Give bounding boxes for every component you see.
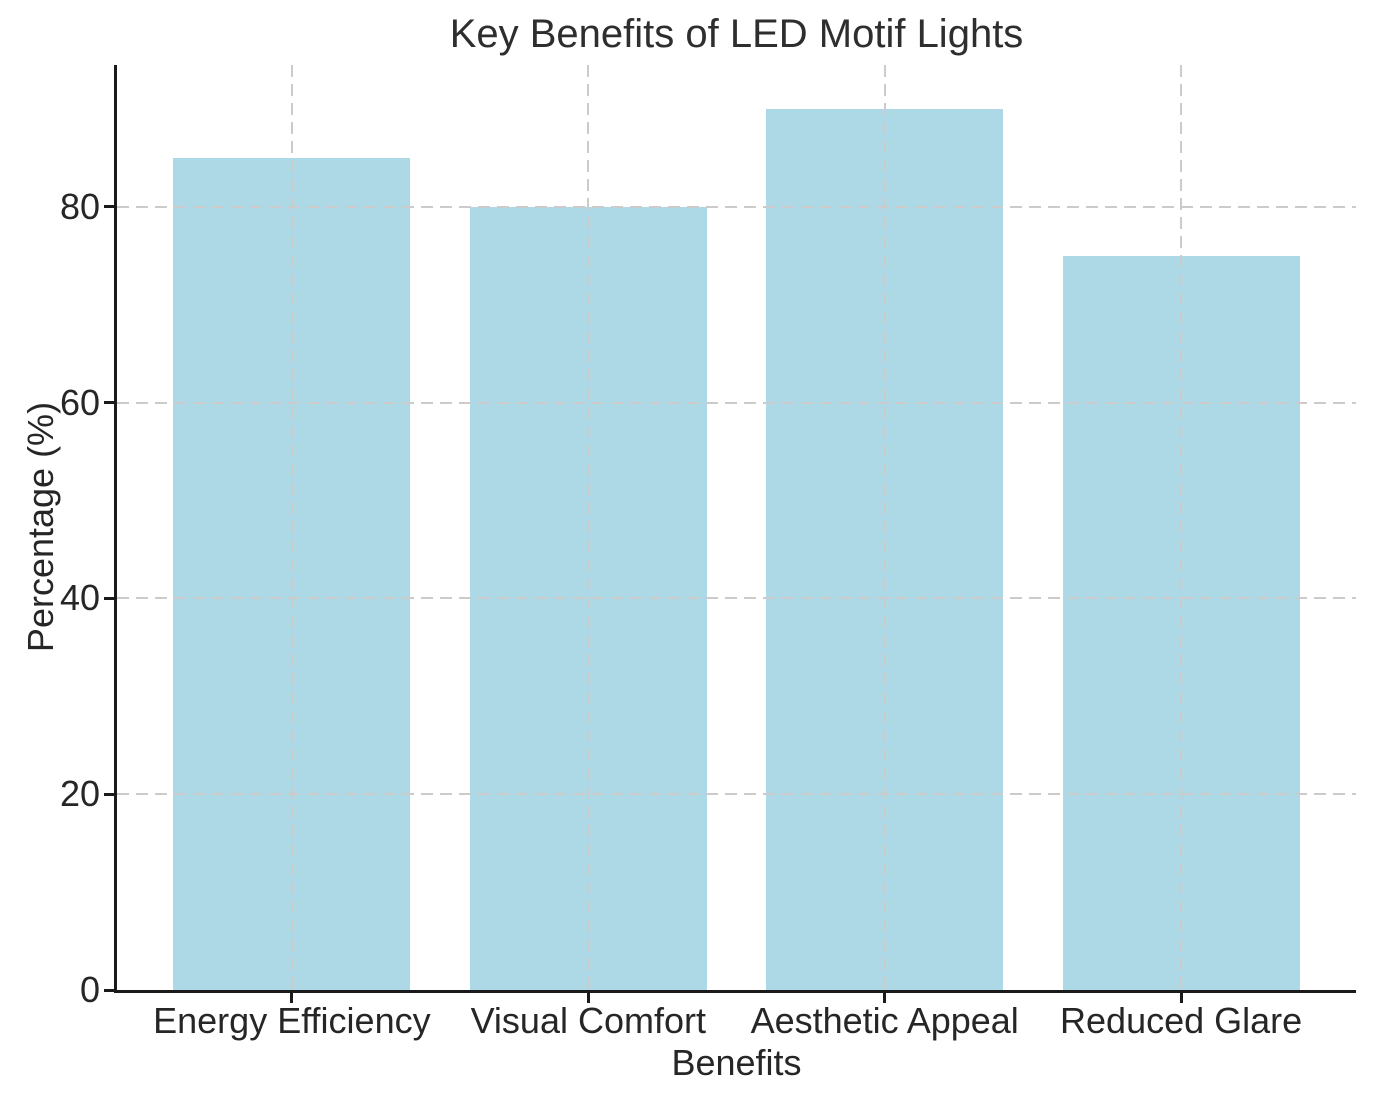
v-gridline-aesthetic-appeal: [883, 65, 886, 990]
h-gridline-40: [117, 597, 1356, 600]
h-gridline-80: [117, 205, 1356, 208]
y-tick-mark-20: [104, 792, 114, 796]
x-tick-label-aesthetic-appeal: Aesthetic Appeal: [750, 1000, 1019, 1041]
v-gridline-energy-efficiency: [290, 65, 293, 990]
y-tick-label-20: 20: [59, 773, 100, 815]
y-tick-label-60: 60: [59, 381, 100, 423]
h-gridline-20: [117, 793, 1356, 796]
x-tick-mark-aesthetic-appeal: [883, 993, 887, 1003]
y-tick-mark-80: [104, 205, 114, 209]
v-gridline-reduced-glare: [1180, 65, 1183, 990]
y-axis-spine: [114, 65, 117, 993]
x-tick-label-reduced-glare: Reduced Glare: [1060, 1000, 1303, 1041]
y-tick-label-40: 40: [59, 577, 100, 619]
x-tick-label-visual-comfort: Visual Comfort: [470, 1000, 706, 1041]
y-tick-mark-0: [104, 988, 114, 992]
x-tick-mark-reduced-glare: [1179, 993, 1183, 1003]
y-tick-label-0: 0: [79, 969, 100, 1010]
x-axis-spine: [114, 990, 1356, 993]
v-gridline-visual-comfort: [587, 65, 590, 990]
y-tick-label-80: 80: [59, 185, 100, 227]
y-tick-mark-60: [104, 401, 114, 405]
x-tick-label-energy-efficiency: Energy Efficiency: [153, 1000, 431, 1041]
y-tick-mark-40: [104, 596, 114, 600]
x-tick-mark-energy-efficiency: [290, 993, 294, 1003]
x-tick-mark-visual-comfort: [586, 993, 590, 1003]
x-axis-label: Benefits: [671, 1042, 802, 1083]
h-gridline-60: [117, 401, 1356, 404]
plot-area: [104, 65, 1356, 1003]
chart-title: Key Benefits of LED Motif Lights: [449, 12, 1024, 56]
